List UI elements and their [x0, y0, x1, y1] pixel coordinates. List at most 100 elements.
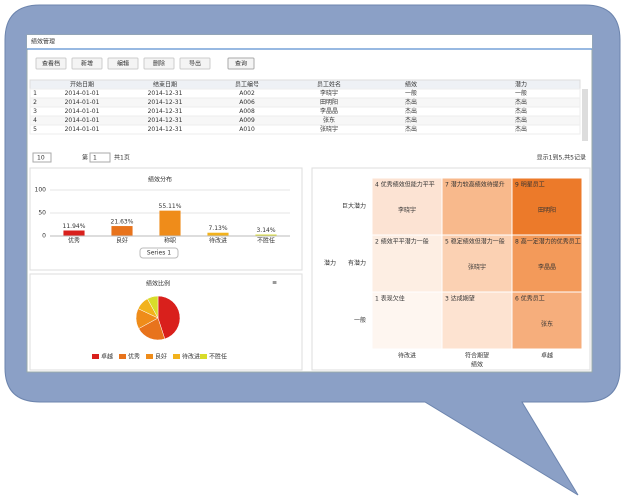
toolbar-button-label: 查看档	[42, 60, 60, 68]
table-cell: 2	[33, 99, 37, 106]
bar	[63, 230, 85, 236]
title-bar	[27, 35, 592, 49]
ninebox-name: 田明阳	[538, 206, 556, 214]
table-row[interactable]	[29, 124, 581, 135]
ninebox-cell[interactable]	[371, 291, 443, 350]
table-row[interactable]	[29, 115, 581, 126]
pager-summary: 显示1到5,共5记录	[537, 154, 586, 162]
table-cell: 1	[33, 90, 37, 97]
column-header: 员工编号	[235, 81, 259, 89]
bar	[255, 234, 277, 236]
table-row[interactable]	[29, 106, 581, 117]
legend-swatch	[92, 354, 99, 359]
ninebox-name: 李晓宇	[398, 206, 416, 214]
ninebox-cell-label: 8 高一定潜力的优秀员工	[515, 238, 581, 246]
table-cell: 张晓宇	[320, 125, 338, 133]
ninebox-name: 张晓宇	[468, 263, 486, 271]
ninebox-cell[interactable]	[511, 234, 583, 293]
table-cell: A008	[239, 108, 255, 115]
ninebox-cell-label: 9 明星员工	[515, 182, 545, 189]
table-cell: 2014-12-31	[148, 99, 183, 106]
page-input[interactable]	[89, 152, 111, 163]
table-cell: A002	[239, 90, 255, 97]
legend-swatch	[119, 354, 126, 359]
table-cell: 2014-01-01	[65, 99, 100, 106]
toolbar-button-label: 新增	[81, 60, 93, 68]
toolbar-button[interactable]	[143, 57, 175, 70]
page-size-label: 10	[37, 155, 45, 162]
legend-label: 优秀	[128, 353, 140, 361]
y-axis-title: 潜力	[324, 259, 336, 267]
legend-label: Series 1	[147, 250, 171, 257]
x-tick-label: 良好	[116, 237, 128, 245]
window-title: 绩效管理	[31, 38, 55, 46]
chart-title: 绩效分布	[148, 176, 172, 184]
ninebox-cell[interactable]	[441, 234, 513, 293]
y-axis-label: 一般	[354, 316, 366, 324]
toolbar-button[interactable]	[107, 57, 139, 70]
table-row[interactable]	[29, 97, 581, 108]
table-cell: A009	[239, 117, 255, 124]
table-cell: 田明阳	[320, 98, 338, 106]
toolbar-button[interactable]	[179, 57, 211, 70]
ninebox-cell[interactable]	[441, 177, 513, 236]
toolbar-button-label: 编辑	[117, 60, 129, 68]
legend-label: 待改进	[182, 353, 200, 361]
table-cell: 4	[33, 117, 37, 124]
x-tick-label: 不胜任	[257, 237, 275, 245]
y-tick-label: 0	[42, 233, 46, 240]
table-cell: 5	[33, 126, 37, 133]
toolbar-button[interactable]	[35, 57, 67, 70]
ninebox-cell[interactable]	[371, 234, 443, 293]
ninebox-cell-label: 1 表现欠佳	[375, 295, 405, 303]
ninebox-cell-label: 7 潜力较高绩效待提升	[445, 181, 505, 189]
page-size[interactable]	[32, 152, 52, 163]
y-axis-label: 巨大潜力	[342, 202, 366, 210]
bar	[207, 232, 229, 236]
legend-box[interactable]	[139, 247, 179, 259]
data-label: 3.14%	[256, 227, 275, 234]
x-axis-title: 绩效	[471, 361, 483, 369]
page-number: 1	[93, 155, 97, 162]
ninebox-cell[interactable]	[441, 291, 513, 350]
table-cell: 杰出	[515, 98, 527, 106]
table-cell: 杰出	[515, 125, 527, 133]
legend-label: 不胜任	[209, 353, 227, 361]
table-row[interactable]	[29, 88, 581, 99]
column-header: 潜力	[515, 81, 527, 89]
y-tick-label: 50	[38, 210, 46, 217]
column-header: 绩效	[405, 81, 417, 89]
x-tick-label: 称职	[164, 237, 176, 245]
table-cell: 杰出	[515, 116, 527, 124]
page-total: 共1页	[114, 154, 130, 162]
table-cell: 杰出	[405, 107, 417, 115]
x-axis-label: 卓越	[541, 352, 553, 360]
ninebox-cell-label: 6 优秀员工	[515, 295, 545, 303]
ninebox-cell-label: 2 绩效平平潜力一般	[375, 238, 429, 246]
table-cell: 2014-12-31	[148, 126, 183, 133]
table-header	[29, 79, 581, 90]
y-tick-label: 100	[35, 187, 47, 194]
ninebox-cell[interactable]	[511, 291, 583, 350]
pie-slice	[147, 295, 159, 319]
ninebox-cell-label: 4 优秀绩效但能力平平	[375, 181, 435, 189]
x-tick-label: 优秀	[68, 237, 80, 245]
table-cell: 2014-01-01	[65, 108, 100, 115]
toolbar-button[interactable]	[71, 57, 103, 70]
table-cell: 杰出	[405, 116, 417, 124]
chart-title: 绩效比例	[146, 280, 170, 288]
x-axis-label: 符合期望	[465, 352, 489, 360]
scrollbar	[582, 89, 588, 141]
table-cell: 2014-01-01	[65, 90, 100, 97]
table-cell: 2014-01-01	[65, 117, 100, 124]
ninebox-cell-label: 3 达成期望	[445, 295, 475, 303]
table-cell: 李晶晶	[320, 107, 338, 115]
ninebox-cell[interactable]	[511, 177, 583, 236]
table-cell: 一般	[515, 89, 527, 97]
table-cell: 杰出	[515, 107, 527, 115]
search-button[interactable]	[227, 57, 255, 70]
ninebox-cell-label: 5 稳定绩效但潜力一般	[445, 238, 505, 246]
